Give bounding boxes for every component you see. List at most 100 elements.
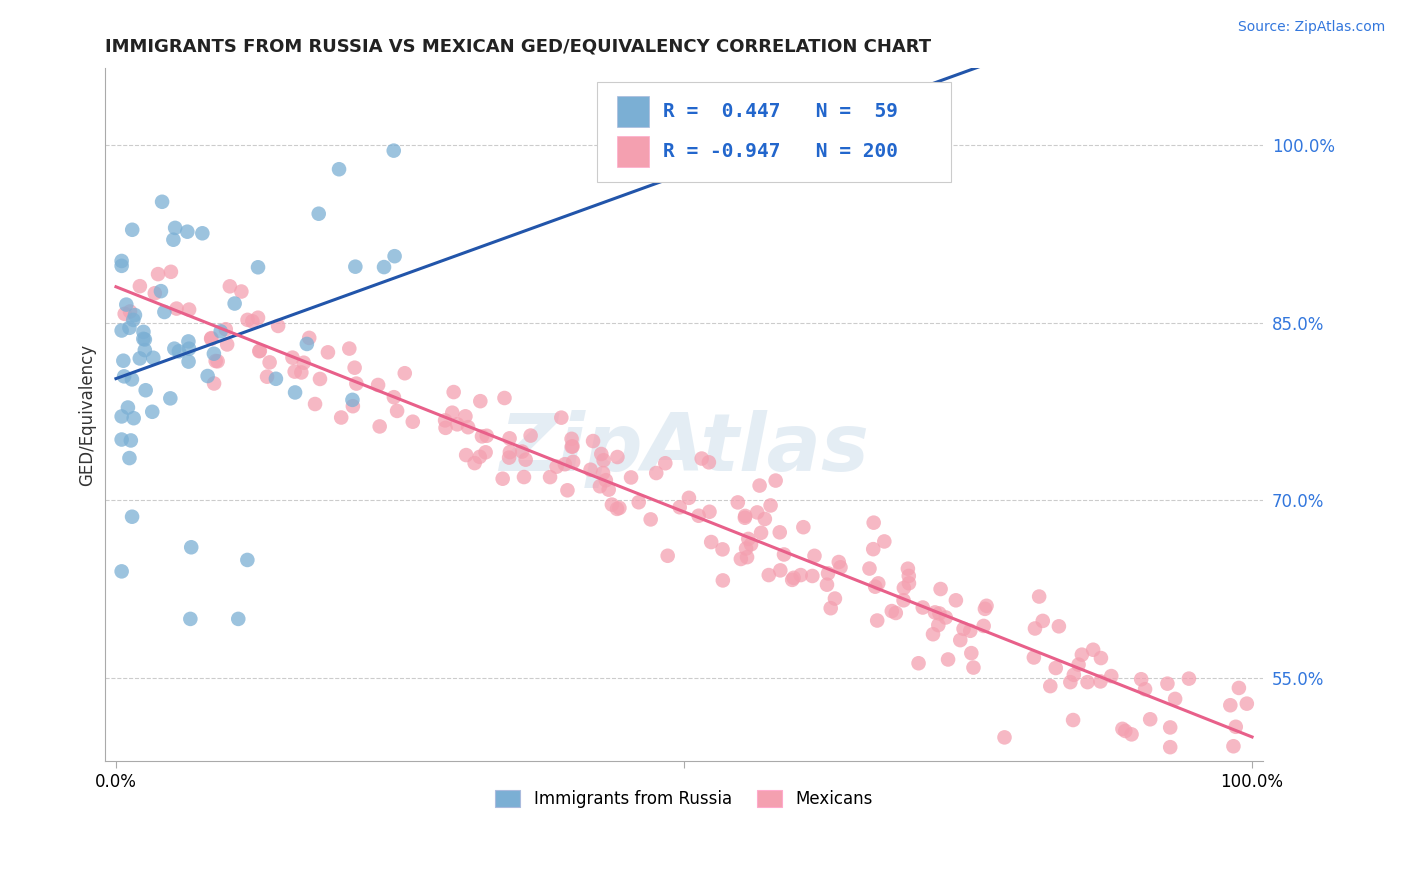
Point bbox=[657, 549, 679, 563]
Point bbox=[582, 434, 605, 448]
Point bbox=[1130, 672, 1153, 686]
Point bbox=[224, 296, 246, 310]
Point bbox=[1111, 722, 1133, 736]
Point bbox=[858, 561, 880, 575]
Point bbox=[550, 410, 572, 425]
Point bbox=[598, 483, 620, 497]
Point bbox=[153, 305, 176, 319]
Point bbox=[1159, 740, 1181, 755]
Text: R =  0.447   N =  59: R = 0.447 N = 59 bbox=[664, 102, 898, 121]
Point bbox=[117, 401, 139, 415]
Point bbox=[344, 376, 367, 391]
Point bbox=[202, 347, 225, 361]
Point bbox=[828, 555, 851, 569]
Point bbox=[134, 343, 156, 357]
Point bbox=[337, 342, 360, 356]
Point bbox=[264, 372, 287, 386]
Point bbox=[1076, 675, 1098, 690]
Point bbox=[150, 194, 173, 209]
Point bbox=[134, 333, 156, 347]
Point bbox=[202, 376, 225, 391]
Point bbox=[256, 369, 278, 384]
Point bbox=[177, 342, 200, 356]
Point bbox=[159, 392, 181, 406]
Point bbox=[993, 731, 1015, 745]
Point bbox=[561, 439, 583, 453]
Point bbox=[510, 444, 533, 458]
Point bbox=[830, 560, 852, 574]
Point bbox=[1090, 651, 1112, 665]
Point bbox=[884, 606, 907, 620]
Point bbox=[298, 331, 321, 345]
Point bbox=[897, 569, 920, 583]
Point bbox=[897, 576, 920, 591]
Point bbox=[936, 652, 959, 666]
Point bbox=[893, 593, 915, 607]
Point bbox=[815, 577, 838, 591]
Point bbox=[960, 646, 983, 660]
Legend: Immigrants from Russia, Mexicans: Immigrants from Russia, Mexicans bbox=[489, 784, 879, 815]
Point bbox=[204, 354, 226, 368]
Point bbox=[817, 566, 839, 581]
Point bbox=[177, 334, 200, 349]
Point bbox=[111, 254, 134, 268]
Point bbox=[557, 483, 579, 498]
Point bbox=[700, 535, 723, 549]
Point bbox=[128, 351, 150, 366]
Point bbox=[1178, 672, 1201, 686]
Point bbox=[711, 542, 734, 557]
Point bbox=[124, 308, 146, 322]
Point bbox=[1139, 712, 1161, 726]
Point bbox=[446, 417, 468, 432]
Point bbox=[1236, 697, 1258, 711]
Point bbox=[165, 220, 187, 235]
Point bbox=[191, 227, 214, 241]
Point bbox=[1090, 674, 1112, 689]
Point bbox=[782, 571, 804, 585]
Point bbox=[609, 500, 631, 515]
Point bbox=[690, 451, 713, 466]
Point bbox=[111, 324, 134, 338]
Point bbox=[873, 534, 896, 549]
Point bbox=[474, 445, 496, 459]
Point bbox=[121, 372, 143, 386]
Point bbox=[1156, 676, 1178, 690]
Point bbox=[589, 479, 612, 493]
Point bbox=[209, 324, 232, 338]
Point bbox=[240, 314, 263, 328]
Point bbox=[284, 385, 307, 400]
Text: Source: ZipAtlas.com: Source: ZipAtlas.com bbox=[1237, 20, 1385, 34]
Point bbox=[734, 508, 756, 523]
Point bbox=[180, 541, 202, 555]
Point bbox=[924, 606, 946, 620]
Point bbox=[863, 580, 886, 594]
Point bbox=[765, 474, 787, 488]
Point bbox=[769, 563, 792, 577]
Point bbox=[688, 508, 710, 523]
Point bbox=[1028, 590, 1050, 604]
Point bbox=[561, 440, 583, 454]
Point bbox=[749, 525, 772, 540]
Point bbox=[236, 313, 259, 327]
Point bbox=[1022, 650, 1045, 665]
Point bbox=[538, 470, 561, 484]
Point bbox=[929, 582, 952, 596]
Point bbox=[342, 392, 364, 407]
Point bbox=[600, 498, 623, 512]
Point bbox=[803, 549, 825, 563]
Point bbox=[792, 520, 814, 534]
Point bbox=[735, 541, 758, 556]
Point bbox=[498, 431, 520, 445]
Point bbox=[498, 450, 520, 465]
Point bbox=[1222, 739, 1244, 754]
Point bbox=[820, 601, 842, 615]
Point bbox=[454, 409, 477, 424]
Point bbox=[394, 366, 416, 380]
Point bbox=[928, 607, 950, 621]
Point bbox=[177, 302, 200, 317]
Point bbox=[519, 428, 541, 442]
Bar bbox=[617, 96, 650, 128]
Point bbox=[344, 260, 367, 274]
Point bbox=[118, 320, 141, 334]
Point bbox=[1114, 723, 1136, 738]
